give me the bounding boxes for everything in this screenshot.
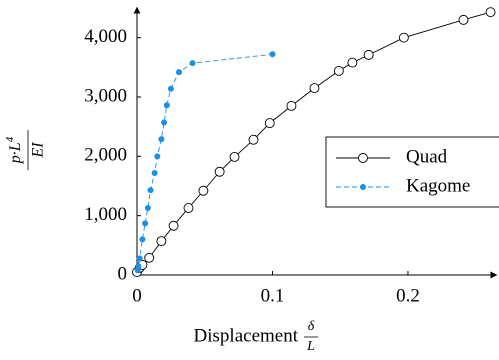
- marker: [333, 65, 344, 76]
- y-label: p·L4 EI: [4, 130, 47, 170]
- marker: [168, 220, 179, 231]
- y-tick-label: 1,000: [84, 204, 127, 225]
- marker: [269, 51, 276, 58]
- marker: [198, 185, 209, 196]
- y-label-denominator: EI: [30, 142, 47, 159]
- marker: [458, 14, 469, 25]
- marker: [363, 49, 374, 60]
- marker: [154, 153, 161, 160]
- marker: [167, 85, 174, 92]
- marker: [214, 166, 225, 177]
- x-tick-label: 0.1: [261, 285, 285, 306]
- marker: [139, 236, 146, 243]
- marker: [248, 134, 259, 145]
- x-tick-label: 0: [132, 285, 142, 306]
- legend-marker: [358, 153, 368, 163]
- marker: [135, 263, 142, 270]
- marker: [161, 119, 168, 126]
- x-label: Displacement: [194, 325, 299, 346]
- legend-label: Kagome: [406, 175, 470, 196]
- marker: [156, 236, 167, 247]
- marker: [151, 169, 158, 176]
- y-tick-label: 0: [118, 263, 128, 284]
- legend-marker: [360, 184, 366, 190]
- y-tick-label: 4,000: [84, 26, 127, 47]
- marker: [144, 204, 151, 211]
- marker: [264, 118, 275, 129]
- marker: [398, 32, 409, 43]
- marker: [144, 252, 155, 263]
- marker: [183, 203, 194, 213]
- marker: [347, 57, 358, 68]
- marker: [485, 7, 496, 18]
- marker: [163, 102, 170, 109]
- x-tick-label: 0.2: [396, 285, 420, 306]
- marker: [309, 83, 320, 94]
- marker: [142, 220, 149, 227]
- marker: [147, 187, 154, 194]
- legend-label: Quad: [406, 146, 448, 167]
- marker: [175, 69, 182, 76]
- y-tick-label: 2,000: [84, 145, 127, 166]
- marker: [229, 151, 240, 162]
- marker: [286, 100, 297, 111]
- y-label-numerator: p·L4: [4, 136, 24, 164]
- x-label-denominator: L: [306, 339, 315, 354]
- marker: [189, 60, 196, 67]
- y-tick-label: 3,000: [84, 85, 127, 106]
- x-label-numerator: δ: [308, 319, 315, 334]
- series-line: [137, 53, 273, 271]
- legend-box: [325, 136, 499, 208]
- marker: [136, 255, 143, 262]
- marker: [158, 136, 165, 143]
